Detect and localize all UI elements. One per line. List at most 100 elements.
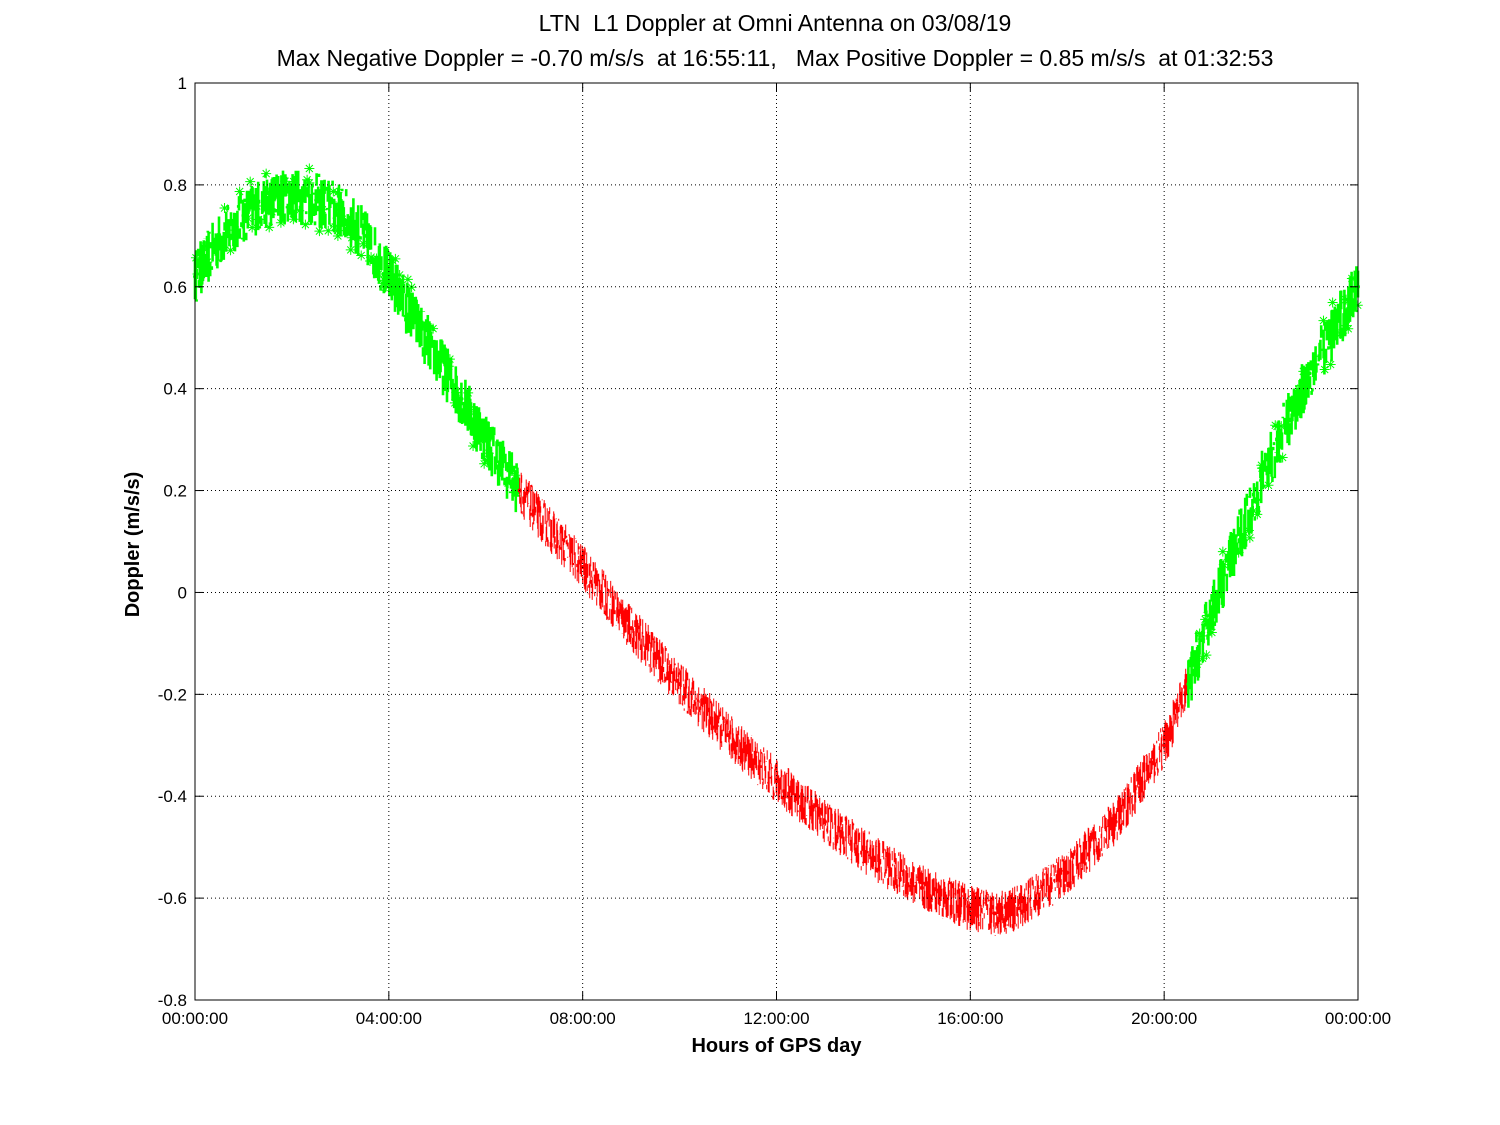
star-marker — [302, 174, 313, 185]
data-point — [1210, 605, 1215, 610]
star-marker — [1318, 315, 1329, 326]
star-marker — [1243, 525, 1254, 536]
star-marker — [377, 278, 388, 289]
star-marker — [1327, 297, 1338, 308]
star-marker — [364, 255, 375, 266]
star-marker — [314, 226, 325, 237]
star-marker — [1217, 546, 1228, 557]
star-marker — [333, 204, 344, 215]
star-marker — [1244, 532, 1255, 543]
star-marker — [469, 406, 480, 417]
star-marker — [234, 186, 245, 197]
data-point — [411, 315, 416, 320]
star-marker — [245, 176, 256, 187]
star-marker — [1270, 420, 1281, 431]
data-point — [265, 198, 270, 203]
star-marker — [1192, 659, 1203, 670]
grid-layer — [195, 83, 1358, 1000]
star-marker — [1343, 323, 1354, 334]
y-tick-label: 0.8 — [163, 176, 187, 195]
data-point — [822, 819, 827, 824]
star-marker — [1341, 320, 1352, 331]
star-marker — [510, 470, 521, 481]
data-point — [1259, 478, 1264, 483]
star-marker — [1347, 297, 1358, 308]
y-axis-label: Doppler (m/s/s) — [122, 472, 144, 618]
y-tick-label: 0.4 — [163, 380, 187, 399]
star-marker — [451, 387, 462, 398]
data-point — [386, 274, 391, 279]
y-tick-label: 0 — [178, 583, 187, 602]
star-marker — [1206, 627, 1217, 638]
data-point — [338, 208, 343, 213]
star-marker — [1343, 295, 1354, 306]
star-marker — [1226, 553, 1237, 564]
star-marker — [409, 300, 420, 311]
star-marker — [263, 187, 274, 198]
x-tick-label: 04:00:00 — [356, 1009, 422, 1028]
star-marker — [1341, 294, 1352, 305]
star-marker — [417, 320, 428, 331]
data-point — [1307, 371, 1312, 376]
data-point — [1162, 743, 1167, 748]
star-marker — [346, 232, 357, 243]
x-tick-label: 20:00:00 — [1131, 1009, 1197, 1028]
star-marker — [379, 275, 390, 286]
y-tick-label: -0.4 — [158, 787, 187, 806]
x-axis-label: Hours of GPS day — [691, 1035, 862, 1057]
data-layer — [190, 163, 1363, 936]
series-band — [193, 170, 521, 513]
data-point — [1065, 870, 1070, 875]
star-marker — [330, 221, 341, 232]
star-marker — [1277, 452, 1288, 463]
star-marker — [332, 225, 343, 236]
data-point — [289, 193, 294, 198]
y-tick-label: -0.6 — [158, 889, 187, 908]
data-point — [1113, 819, 1118, 824]
y-tick-label: -0.8 — [158, 991, 187, 1010]
star-marker — [335, 211, 346, 222]
star-marker — [1319, 364, 1330, 375]
star-marker — [288, 214, 299, 225]
star-marker — [443, 361, 454, 372]
star-marker — [385, 282, 396, 293]
star-marker — [332, 187, 343, 198]
star-marker — [371, 253, 382, 264]
star-marker — [1200, 619, 1211, 630]
star-marker — [245, 201, 256, 212]
star-marker — [449, 397, 460, 408]
data-point — [435, 356, 440, 361]
star-marker — [304, 163, 315, 174]
star-marker — [1233, 547, 1244, 558]
star-marker — [1263, 480, 1274, 491]
star-marker — [1200, 614, 1211, 625]
x-tick-label: 00:00:00 — [1325, 1009, 1391, 1028]
star-marker — [1295, 383, 1306, 394]
star-marker — [444, 354, 455, 365]
x-tick-label: 08:00:00 — [550, 1009, 616, 1028]
star-marker — [230, 225, 241, 236]
star-marker — [190, 252, 201, 263]
data-point — [580, 564, 585, 569]
star-marker — [1256, 463, 1267, 474]
star-marker — [247, 222, 258, 233]
star-marker — [1288, 396, 1299, 407]
star-marker — [253, 214, 264, 225]
star-marker — [192, 268, 203, 279]
data-point — [871, 855, 876, 860]
data-point — [968, 906, 973, 911]
star-marker — [300, 219, 311, 230]
star-marker — [261, 168, 272, 179]
series-band — [519, 472, 1189, 936]
x-tick-label: 00:00:00 — [162, 1009, 228, 1028]
star-marker — [509, 486, 520, 497]
series-0 — [190, 163, 522, 513]
data-point — [532, 508, 537, 513]
y-tick-label: 0.6 — [163, 278, 187, 297]
data-point — [677, 682, 682, 687]
star-marker — [474, 431, 485, 442]
star-marker — [1218, 559, 1229, 570]
star-marker — [1338, 324, 1349, 335]
star-marker — [294, 205, 305, 216]
